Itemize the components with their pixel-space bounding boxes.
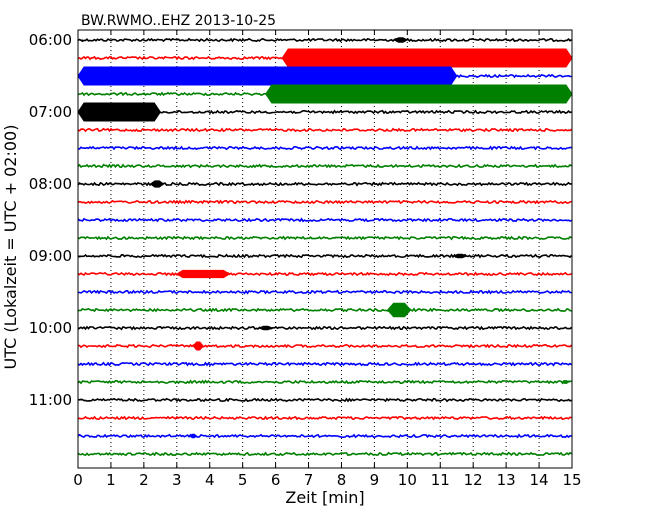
y-axis-ticks: 06:00 07:00 08:00 09:00 10:00 11:00 xyxy=(29,31,83,409)
trace-0930 xyxy=(77,289,572,295)
trace-1115 xyxy=(77,415,572,421)
trace-event xyxy=(281,48,573,68)
trace-noise xyxy=(77,361,572,367)
trace-0600 xyxy=(77,37,572,43)
trace-noise xyxy=(78,343,573,349)
y-tick-label: 10:00 xyxy=(29,319,72,337)
x-tick-label: 3 xyxy=(172,471,182,489)
trace-0800 xyxy=(77,180,572,188)
trace-0715 xyxy=(77,127,572,133)
trace-0615 xyxy=(77,48,573,68)
trace-event xyxy=(149,180,165,188)
trace-0915 xyxy=(77,269,572,279)
trace-event xyxy=(561,380,570,384)
y-tick-label: 06:00 xyxy=(29,31,72,49)
chart-title: BW.RWMO..EHZ 2013-10-25 xyxy=(81,13,276,29)
trace-0900 xyxy=(77,253,573,259)
x-tick-label: 5 xyxy=(238,471,248,489)
trace-noise xyxy=(77,451,572,457)
trace-noise xyxy=(77,415,572,421)
trace-noise xyxy=(77,235,572,241)
y-axis-label: UTC (Lokalzeit = UTC + 02:00) xyxy=(1,125,20,370)
trace-event xyxy=(192,341,204,351)
x-tick-label: 1 xyxy=(106,471,116,489)
trace-noise xyxy=(77,37,572,43)
y-tick-label: 11:00 xyxy=(29,391,72,409)
trace-0945 xyxy=(77,302,572,318)
trace-0700 xyxy=(77,102,572,122)
trace-noise xyxy=(77,217,572,223)
trace-event xyxy=(77,66,458,86)
x-tick-label: 15 xyxy=(562,471,581,489)
trace-1015 xyxy=(78,341,573,351)
trace-noise xyxy=(77,325,573,331)
trace-1030 xyxy=(77,361,572,367)
trace-event xyxy=(175,269,231,279)
trace-1145 xyxy=(77,451,572,457)
trace-1100 xyxy=(77,397,572,403)
trace-group xyxy=(77,37,573,457)
trace-noise xyxy=(77,271,572,277)
x-tick-label: 0 xyxy=(73,471,83,489)
x-tick-label: 13 xyxy=(497,471,516,489)
trace-noise xyxy=(77,199,572,205)
trace-0630 xyxy=(77,66,572,86)
x-axis-ticks: 0 1 2 3 4 5 6 7 8 9 10 11 12 13 14 15 xyxy=(73,30,582,489)
trace-event xyxy=(257,325,274,331)
y-tick-label: 09:00 xyxy=(29,247,72,265)
trace-1130 xyxy=(77,433,572,439)
trace-noise xyxy=(77,307,572,313)
trace-1000 xyxy=(77,325,573,331)
trace-noise xyxy=(77,127,572,133)
trace-event xyxy=(265,84,573,104)
plot-frame xyxy=(77,29,573,469)
trace-event xyxy=(77,102,161,122)
x-tick-label: 2 xyxy=(139,471,149,489)
x-tick-label: 7 xyxy=(304,471,314,489)
trace-0845 xyxy=(77,235,572,241)
x-tick-label: 8 xyxy=(337,471,347,489)
trace-noise xyxy=(77,253,573,259)
x-tick-label: 6 xyxy=(271,471,281,489)
trace-noise xyxy=(77,289,572,295)
x-tick-label: 14 xyxy=(530,471,549,489)
y-tick-label: 07:00 xyxy=(29,103,72,121)
trace-0745 xyxy=(77,163,572,169)
trace-0830 xyxy=(77,217,572,223)
trace-0730 xyxy=(77,145,572,151)
trace-event xyxy=(386,302,412,318)
trace-event xyxy=(452,253,468,259)
x-tick-label: 10 xyxy=(398,471,417,489)
x-tick-label: 12 xyxy=(464,471,483,489)
trace-noise xyxy=(77,397,572,403)
trace-0645 xyxy=(77,84,573,104)
trace-noise xyxy=(77,145,572,151)
trace-event xyxy=(393,37,409,43)
trace-1045 xyxy=(77,379,572,385)
trace-0815 xyxy=(77,199,572,205)
x-tick-label: 11 xyxy=(431,471,450,489)
trace-noise xyxy=(77,163,572,169)
trace-event xyxy=(189,433,198,439)
x-axis-label: Zeit [min] xyxy=(285,488,364,507)
trace-noise xyxy=(77,433,572,439)
trace-noise xyxy=(77,379,572,385)
x-tick-label: 9 xyxy=(370,471,380,489)
x-tick-label: 4 xyxy=(205,471,215,489)
y-tick-label: 08:00 xyxy=(29,175,72,193)
